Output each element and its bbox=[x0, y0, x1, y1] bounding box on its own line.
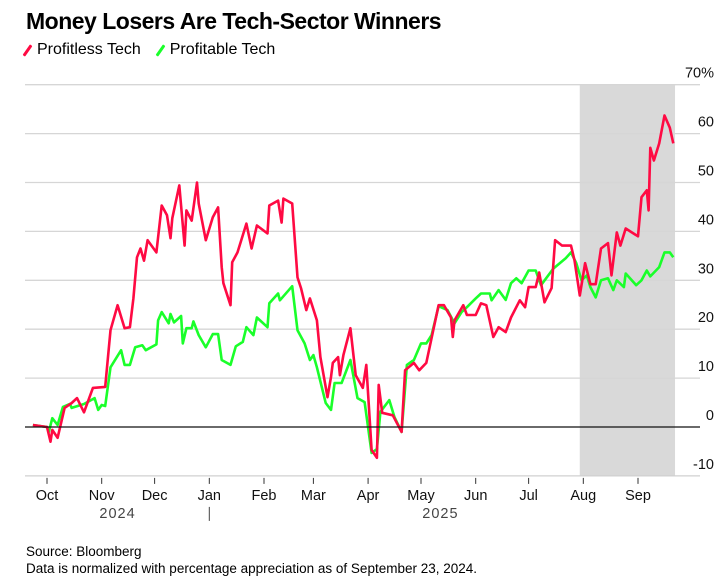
source-text: Source: Bloomberg bbox=[26, 544, 142, 559]
y-tick-label: -10 bbox=[693, 457, 714, 473]
legend-label: Profitless Tech bbox=[37, 41, 141, 58]
y-tick-label: 0 bbox=[706, 408, 714, 424]
y-tick-label: 40 bbox=[698, 212, 714, 228]
y-tick-label: 70% bbox=[685, 66, 714, 82]
x-tick-label: Dec bbox=[142, 488, 168, 504]
series-line-profitable-tech bbox=[32, 251, 675, 455]
legend-item-profitless: Profitless Tech bbox=[22, 41, 141, 59]
footer: Source: Bloomberg Data is normalized wit… bbox=[26, 543, 477, 577]
x-tick-label: Mar bbox=[301, 488, 326, 504]
legend-label: Profitable Tech bbox=[169, 41, 276, 58]
x-tick-label: Apr bbox=[357, 488, 380, 504]
y-tick-label: 30 bbox=[698, 261, 714, 277]
x-tick-label: Oct bbox=[36, 488, 59, 504]
y-tick-label: 60 bbox=[698, 115, 714, 131]
year-label: 2025 bbox=[422, 506, 458, 522]
x-tick-label: Jan bbox=[198, 488, 221, 504]
x-tick-label: Jul bbox=[519, 488, 538, 504]
series-line-profitless-tech bbox=[32, 114, 675, 460]
legend-item-profitable: Profitable Tech bbox=[155, 41, 276, 59]
legend: Profitless Tech Profitable Tech bbox=[22, 41, 276, 59]
y-tick-label: 50 bbox=[698, 164, 714, 180]
x-tick-label: Feb bbox=[251, 488, 276, 504]
x-tick-label: Jun bbox=[464, 488, 487, 504]
y-tick-label: 10 bbox=[698, 359, 714, 375]
chart-title: Money Losers Are Tech-Sector Winners bbox=[26, 8, 442, 34]
x-tick-label: Nov bbox=[89, 488, 116, 504]
x-tick-label: May bbox=[407, 488, 435, 504]
y-tick-label: 20 bbox=[698, 310, 714, 326]
note-text: Data is normalized with percentage appre… bbox=[26, 561, 478, 576]
year-label: 2024 bbox=[99, 506, 135, 522]
x-tick-label: Sep bbox=[625, 488, 651, 504]
x-tick-label: Aug bbox=[570, 488, 596, 504]
